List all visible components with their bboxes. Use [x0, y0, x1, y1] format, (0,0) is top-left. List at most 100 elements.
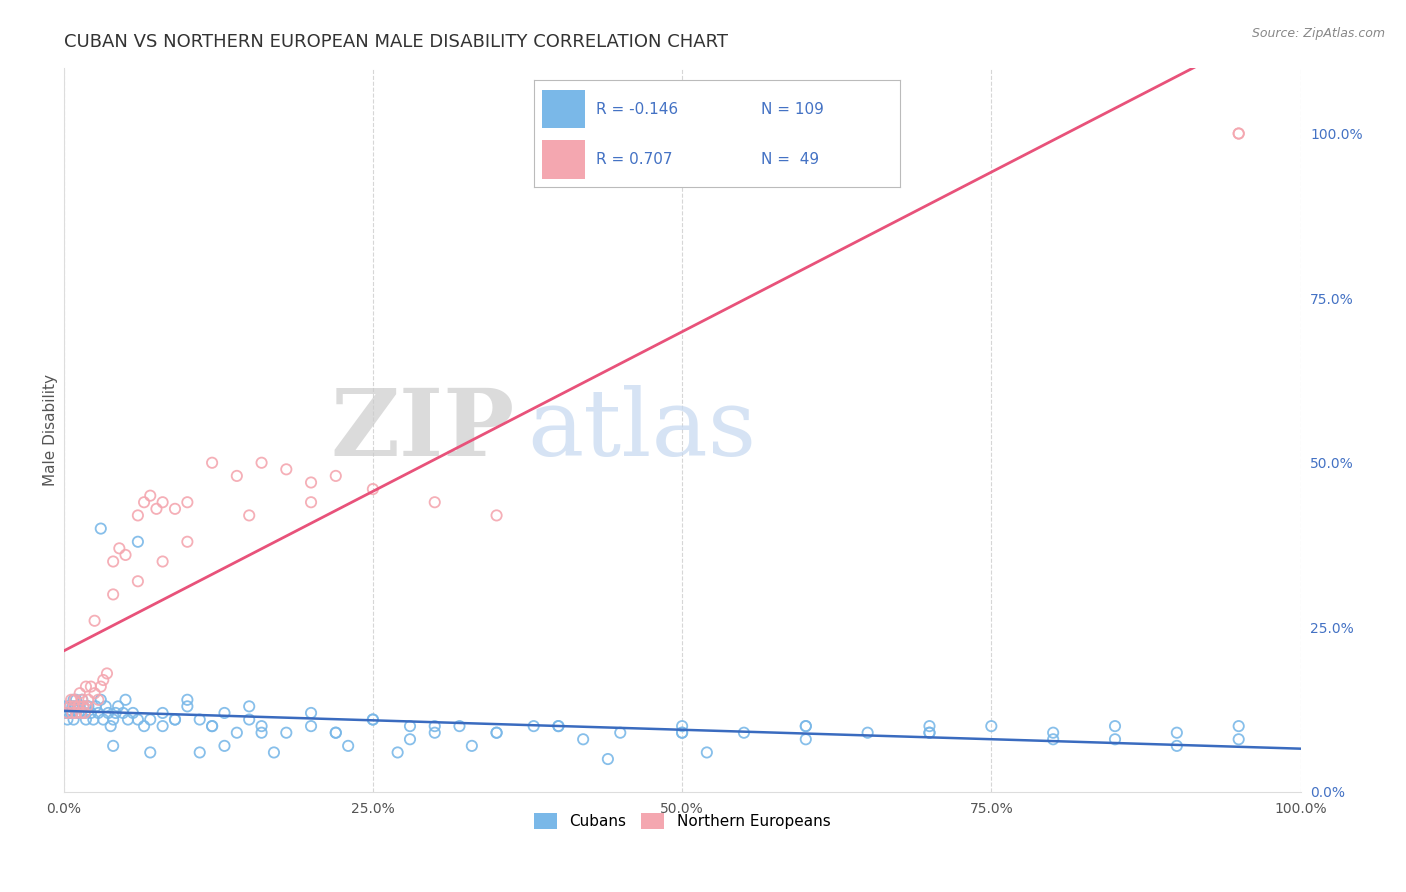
Point — [65, 706, 87, 720]
Point — [73, 706, 96, 720]
Point — [80, 706, 103, 720]
Point — [671, 725, 693, 739]
Point — [60, 706, 83, 720]
Point — [56, 706, 79, 720]
Point — [325, 725, 347, 739]
Point — [547, 719, 569, 733]
Point — [80, 680, 103, 694]
Point — [225, 469, 247, 483]
Point — [77, 693, 100, 707]
Point — [361, 713, 384, 727]
Point — [225, 725, 247, 739]
Point — [58, 699, 80, 714]
Text: Source: ZipAtlas.com: Source: ZipAtlas.com — [1251, 27, 1385, 40]
Point — [163, 713, 186, 727]
Point — [72, 699, 94, 714]
Point — [337, 739, 360, 753]
Point — [238, 699, 260, 714]
Point — [485, 508, 508, 523]
Point — [84, 699, 107, 714]
Point — [53, 699, 76, 714]
Point — [96, 666, 118, 681]
Point — [1227, 732, 1250, 747]
Point — [299, 706, 322, 720]
Point — [73, 706, 96, 720]
Point — [70, 706, 93, 720]
Point — [67, 706, 90, 720]
Point — [82, 713, 104, 727]
Point — [72, 699, 94, 714]
Point — [1104, 732, 1126, 747]
Point — [423, 719, 446, 733]
Point — [132, 495, 155, 509]
Point — [152, 554, 174, 568]
Point — [59, 699, 82, 714]
Point — [423, 725, 446, 739]
Point — [188, 746, 211, 760]
Y-axis label: Male Disability: Male Disability — [44, 374, 58, 486]
Text: R = 0.707: R = 0.707 — [596, 152, 673, 167]
Point — [62, 693, 84, 707]
Point — [101, 587, 124, 601]
Point — [1227, 127, 1250, 141]
Point — [547, 719, 569, 733]
Point — [87, 706, 110, 720]
Point — [918, 725, 941, 739]
Text: N =  49: N = 49 — [761, 152, 820, 167]
Point — [1042, 732, 1064, 747]
Point — [117, 713, 139, 727]
Point — [485, 725, 508, 739]
Text: ZIP: ZIP — [330, 384, 515, 475]
Point — [127, 508, 149, 523]
Point — [176, 693, 198, 707]
Point — [91, 673, 114, 687]
Point — [114, 693, 136, 707]
Point — [152, 719, 174, 733]
Point — [70, 693, 93, 707]
Point — [87, 693, 110, 707]
Point — [75, 713, 97, 727]
Text: atlas: atlas — [527, 384, 756, 475]
Point — [325, 725, 347, 739]
Point — [163, 713, 186, 727]
Point — [63, 693, 86, 707]
Point — [145, 501, 167, 516]
Point — [188, 713, 211, 727]
Point — [163, 501, 186, 516]
Point — [101, 554, 124, 568]
Point — [139, 713, 162, 727]
Point — [299, 495, 322, 509]
Point — [101, 713, 124, 727]
Point — [485, 725, 508, 739]
Point — [101, 739, 124, 753]
Point — [76, 699, 98, 714]
Point — [176, 495, 198, 509]
Point — [733, 725, 755, 739]
Point — [100, 719, 122, 733]
Point — [94, 699, 117, 714]
Point — [77, 699, 100, 714]
Point — [122, 706, 145, 720]
Point — [238, 713, 260, 727]
Point — [918, 725, 941, 739]
Point — [325, 469, 347, 483]
Point — [63, 699, 86, 714]
Point — [70, 693, 93, 707]
Point — [60, 699, 83, 714]
Point — [361, 482, 384, 496]
Point — [794, 732, 817, 747]
Point — [67, 699, 90, 714]
Point — [69, 699, 91, 714]
Point — [90, 680, 112, 694]
Point — [60, 706, 83, 720]
Point — [65, 706, 87, 720]
Point — [76, 699, 98, 714]
Point — [250, 725, 273, 739]
Point — [250, 456, 273, 470]
Point — [60, 706, 83, 720]
Bar — [541, 140, 585, 178]
Point — [107, 699, 129, 714]
Point — [1042, 725, 1064, 739]
Point — [75, 680, 97, 694]
Point — [176, 699, 198, 714]
